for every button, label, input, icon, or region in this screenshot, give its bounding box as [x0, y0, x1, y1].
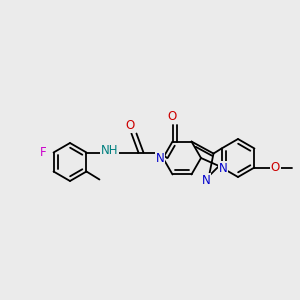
Text: O: O [271, 161, 280, 174]
Text: O: O [126, 119, 135, 132]
Text: N: N [219, 161, 227, 175]
Text: F: F [40, 146, 47, 159]
Text: NH: NH [101, 144, 118, 157]
Text: O: O [168, 110, 177, 123]
Text: N: N [202, 173, 210, 187]
Text: N: N [156, 152, 164, 164]
